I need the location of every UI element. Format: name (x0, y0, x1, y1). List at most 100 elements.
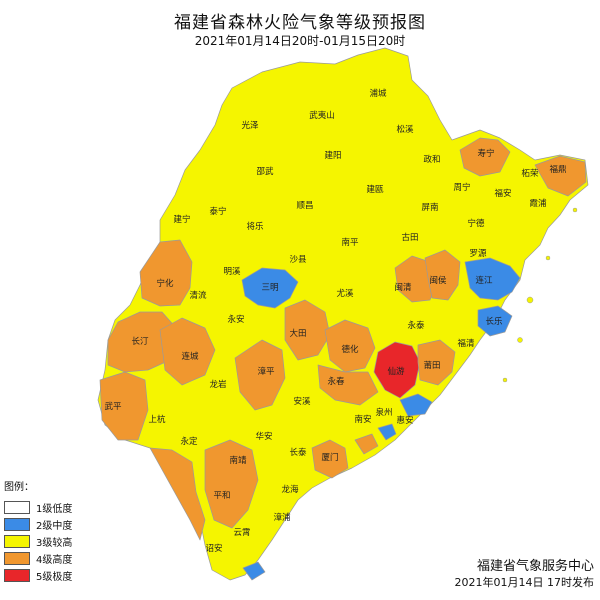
region-coastal-south (354, 433, 379, 455)
county-label-fuan: 福安 (494, 188, 511, 199)
region-wuping (99, 371, 149, 441)
region-changle (477, 305, 513, 337)
county-label-nanping: 南平 (341, 237, 359, 248)
region-yongding (149, 447, 206, 541)
legend-title: 图例： (4, 482, 34, 493)
region-shouning (459, 137, 511, 177)
county-label-datian: 大田 (289, 328, 306, 339)
county-label-zherong: 柘荣 (521, 168, 539, 179)
legend-label: 3级较高 (36, 538, 73, 549)
county-label-anxi: 安溪 (293, 396, 311, 407)
county-label-wuping: 武平 (104, 401, 122, 412)
county-label-mingxi: 明溪 (223, 266, 241, 277)
county-label-changtai: 长泰 (289, 447, 307, 458)
county-label-jianou: 建瓯 (366, 184, 384, 195)
region-xiamen (311, 439, 349, 479)
island (545, 255, 551, 261)
county-label-puchen: 浦城 (369, 88, 387, 99)
county-label-fuqing: 福清 (457, 338, 475, 349)
county-label-dehua: 德化 (341, 344, 359, 355)
county-label-yunxiao: 云霄 (233, 528, 250, 538)
region-datian (284, 299, 331, 361)
region-longyan-south (204, 439, 259, 529)
region-quanzhou-coast (399, 393, 433, 417)
legend-label: 1级低度 (36, 504, 73, 515)
region-sanming (241, 267, 299, 309)
county-label-xiamen: 厦门 (321, 452, 338, 463)
county-label-nanjing: 南靖 (229, 455, 247, 466)
legend-item-level1: 1级低度 (4, 499, 114, 516)
county-label-ninghua: 宁化 (156, 278, 174, 289)
region-minhou (424, 249, 461, 301)
county-label-minqing: 闽清 (394, 282, 412, 293)
province-base (97, 47, 589, 581)
county-label-shunchang: 顺昌 (296, 201, 313, 211)
legend-swatch (4, 552, 30, 565)
county-label-zhaoan: 诏安 (205, 543, 222, 554)
county-label-fuding: 福鼎 (549, 164, 566, 175)
county-label-sanming: 三明 (261, 283, 278, 293)
county-label-songxi: 松溪 (396, 124, 414, 135)
legend-label: 2级中度 (36, 521, 73, 532)
legend: 图例： 1级低度 2级中度 3级较高 4级高度 5级极度 (4, 478, 114, 584)
island (517, 337, 523, 343)
county-label-quanzhou: 泉州 (375, 407, 392, 418)
region-yongchun (317, 364, 379, 406)
county-label-xiapu: 霞浦 (529, 198, 547, 209)
county-label-longyan: 龙岩 (209, 379, 227, 390)
legend-item-level4: 4级高度 (4, 550, 114, 567)
region-zherong (534, 155, 587, 197)
county-label-nanan: 南安 (354, 414, 371, 425)
county-label-guangze: 光泽 (241, 120, 259, 131)
county-label-yongtai: 永泰 (407, 320, 425, 331)
region-zhangping (234, 339, 286, 411)
county-label-xianyou: 仙游 (387, 366, 405, 377)
county-label-wuyishan: 武夷山 (309, 110, 335, 121)
legend-item-level5: 5级极度 (4, 567, 114, 584)
region-xianyou (373, 341, 421, 399)
county-label-changle: 长乐 (485, 316, 503, 327)
region-liancheng (159, 317, 216, 386)
region-putian (417, 339, 456, 386)
county-label-jiangle: 将乐 (246, 221, 264, 232)
county-label-shaxian: 沙县 (289, 255, 307, 265)
county-label-huian: 惠安 (396, 415, 413, 426)
issuer-name: 福建省气象服务中心 (476, 559, 594, 574)
region-lianjiang (464, 257, 521, 301)
island (502, 377, 508, 383)
county-label-zhangpu: 漳浦 (273, 512, 291, 523)
region-huian-coast (377, 423, 397, 441)
county-label-liancheng: 连城 (181, 351, 199, 362)
county-label-ningde: 宁德 (467, 218, 485, 229)
legend-swatch (4, 501, 30, 514)
forecast-period: 2021年01月14日20时-01月15日20时 (194, 34, 406, 48)
county-label-zhenghe: 政和 (423, 154, 440, 165)
county-label-gutian: 古田 (401, 232, 418, 243)
county-label-longhai: 龙海 (281, 484, 299, 495)
county-label-shaowu: 邵武 (256, 166, 274, 177)
issue-time: 2021年01月14日 17时发布 (454, 576, 594, 589)
island (572, 207, 578, 213)
legend-swatch (4, 569, 30, 582)
island (526, 296, 534, 304)
region-dehua (324, 319, 376, 373)
legend-label: 4级高度 (36, 555, 73, 566)
legend-swatch (4, 518, 30, 531)
county-label-yongan: 永安 (227, 314, 244, 325)
map-title: 福建省森林火险气象等级预报图 (174, 13, 426, 33)
county-label-lianjiang: 连江 (475, 275, 493, 286)
legend-label: 5级极度 (36, 572, 73, 583)
county-label-pinghe: 平和 (213, 491, 230, 501)
county-label-pingnan: 屏南 (421, 202, 438, 213)
legend-item-level2: 2级中度 (4, 516, 114, 533)
county-label-zhouning: 周宁 (453, 182, 470, 193)
county-label-changting: 长汀 (131, 336, 149, 347)
county-label-shanghang: 上杭 (148, 414, 166, 425)
county-label-qingliu: 清流 (189, 290, 207, 301)
county-label-zhangping: 漳平 (257, 366, 275, 377)
county-label-luoyuan: 罗源 (469, 249, 487, 259)
county-label-youxi: 尤溪 (336, 288, 354, 299)
county-label-jianyang: 建阳 (324, 150, 341, 161)
county-label-taining: 泰宁 (209, 206, 226, 217)
